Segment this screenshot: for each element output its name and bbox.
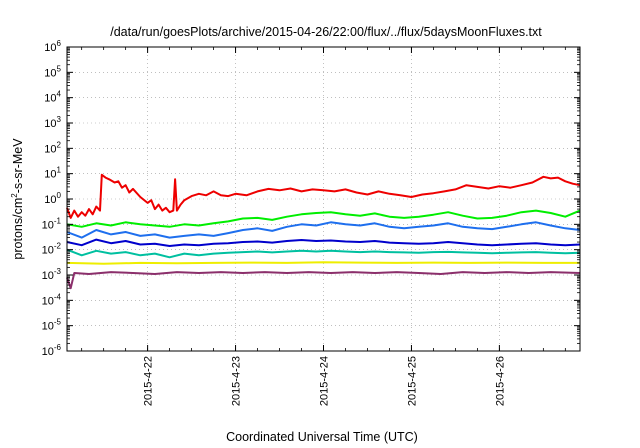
y-axis-label-base: protons/cm bbox=[11, 198, 25, 260]
series-line-7 bbox=[66, 271, 581, 290]
y-tick-label: 10-3 bbox=[42, 267, 62, 282]
series-line-2 bbox=[66, 209, 581, 228]
y-tick-label-base: 10 bbox=[44, 93, 56, 105]
y-tick-label-base: 10 bbox=[44, 194, 56, 206]
x-tick-label: 2015-4-23 bbox=[231, 356, 243, 406]
y-tick-label-base: 10 bbox=[42, 346, 54, 358]
y-tick-label-base: 10 bbox=[42, 219, 54, 231]
y-tick-label: 10-2 bbox=[42, 242, 62, 257]
y-tick-label: 103 bbox=[44, 115, 61, 130]
y-tick-label-base: 10 bbox=[44, 42, 56, 54]
x-tick-label: 2015-4-24 bbox=[319, 356, 331, 406]
series-line-5 bbox=[66, 248, 581, 259]
y-tick-label: 10-1 bbox=[42, 216, 62, 231]
y-axis-label-rest: -s-sr-MeV bbox=[11, 138, 25, 194]
y-tick-label-exponent: 3 bbox=[57, 115, 62, 124]
y-tick-label-base: 10 bbox=[42, 321, 54, 333]
y-tick-label: 102 bbox=[44, 140, 61, 155]
y-tick-label-exponent: -2 bbox=[54, 242, 62, 251]
y-tick-label-base: 10 bbox=[42, 270, 54, 282]
series-line-6 bbox=[66, 261, 580, 265]
x-tick-label: 2015-4-25 bbox=[406, 356, 418, 406]
series-line-4 bbox=[66, 238, 581, 247]
y-tick-label-exponent: 6 bbox=[57, 39, 62, 48]
y-tick-label: 101 bbox=[44, 166, 61, 181]
y-axis-label-exponent: 2 bbox=[10, 193, 19, 198]
y-tick-label: 104 bbox=[44, 90, 61, 105]
y-tick-label-exponent: -4 bbox=[54, 292, 62, 301]
y-tick-label-exponent: -5 bbox=[54, 318, 62, 327]
y-tick-label-exponent: -1 bbox=[54, 216, 62, 225]
chart-title: /data/run/goesPlots/archive/2015-04-26/2… bbox=[110, 25, 542, 39]
y-tick-label-base: 10 bbox=[44, 118, 56, 130]
y-tick-label-exponent: -3 bbox=[54, 267, 62, 276]
y-tick-label: 105 bbox=[44, 64, 61, 79]
x-axis-label: Coordinated Universal Time (UTC) bbox=[226, 430, 418, 444]
y-tick-label-base: 10 bbox=[44, 67, 56, 79]
x-tick-label: 2015-4-26 bbox=[494, 356, 506, 406]
y-tick-label-exponent: 1 bbox=[57, 166, 62, 175]
data-series bbox=[66, 173, 581, 290]
y-axis: 10-610-510-410-310-210-11001011021031041… bbox=[42, 39, 580, 358]
series-line-3 bbox=[66, 221, 581, 239]
y-tick-label: 100 bbox=[44, 191, 61, 206]
y-tick-label-exponent: 0 bbox=[57, 191, 62, 200]
y-tick-label: 10-5 bbox=[42, 318, 62, 333]
y-tick-label-base: 10 bbox=[44, 169, 56, 181]
y-tick-label: 10-6 bbox=[42, 343, 62, 358]
y-tick-label: 10-4 bbox=[42, 292, 62, 307]
y-axis-label: protons/cm2-s-sr-MeV bbox=[10, 138, 25, 260]
y-tick-label-base: 10 bbox=[42, 245, 54, 257]
y-tick-label-exponent: 4 bbox=[57, 90, 62, 99]
y-tick-label-exponent: 5 bbox=[57, 64, 62, 73]
y-tick-label-base: 10 bbox=[44, 143, 56, 155]
x-axis: 2015-4-22 2015-4-23 2015-4-24 2015-4-25 2015… bbox=[81, 47, 566, 406]
y-tick-label-base: 10 bbox=[42, 295, 54, 307]
x-tick-label: 2015-4-22 bbox=[143, 356, 155, 406]
y-tick-label-exponent: 2 bbox=[57, 140, 62, 149]
y-tick-label: 106 bbox=[44, 39, 61, 54]
y-tick-label-exponent: -6 bbox=[54, 343, 62, 352]
series-line-1 bbox=[66, 173, 581, 219]
